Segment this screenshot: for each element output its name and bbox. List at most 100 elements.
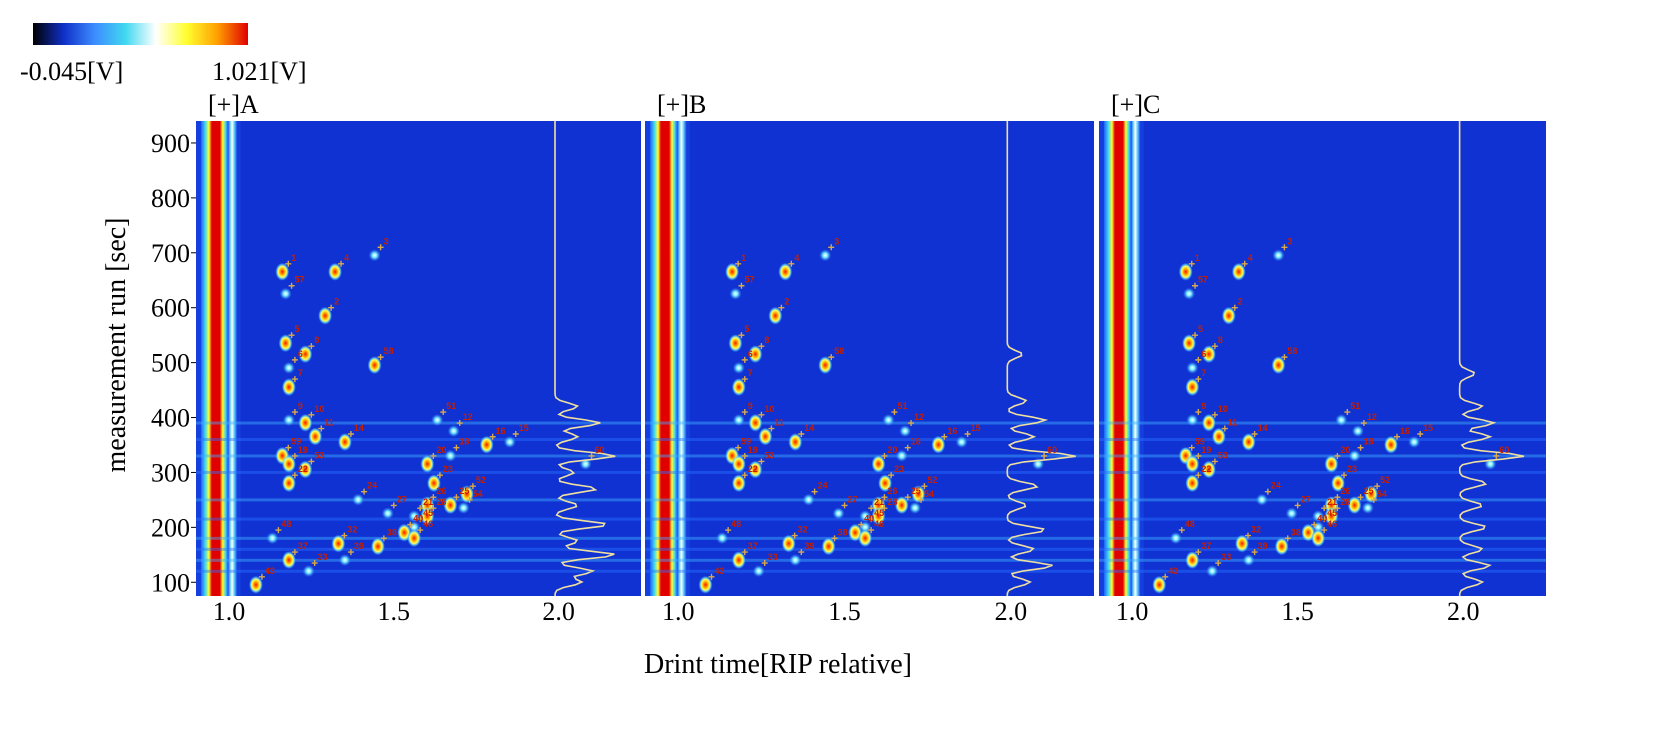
peak-marker bbox=[1195, 452, 1202, 459]
peak-marker bbox=[1334, 505, 1341, 512]
peak-marker bbox=[417, 527, 424, 534]
peak-marker bbox=[868, 516, 875, 523]
peak-label: 53 bbox=[314, 450, 324, 460]
peak-blob bbox=[1364, 485, 1379, 504]
background-streak bbox=[1099, 421, 1546, 425]
peak-marker bbox=[1192, 282, 1199, 289]
peak-label: 51 bbox=[1350, 401, 1360, 411]
background-streak bbox=[645, 498, 1094, 502]
peak-blob bbox=[457, 501, 470, 514]
peak-marker bbox=[964, 431, 971, 438]
x-tick-label: 1.5 bbox=[1281, 597, 1314, 626]
peak-marker bbox=[868, 505, 875, 512]
peak-label: 10 bbox=[764, 404, 774, 414]
peak-label: 60 bbox=[1499, 445, 1509, 455]
peak-label: 37 bbox=[1201, 541, 1211, 551]
peak-marker bbox=[311, 560, 318, 567]
peak-marker bbox=[308, 411, 315, 418]
peak-label: 52 bbox=[1380, 475, 1390, 485]
peak-blob bbox=[789, 554, 802, 567]
peak-label: 32 bbox=[1251, 525, 1261, 535]
peak-marker bbox=[1221, 425, 1228, 432]
x-tick-label: 1.0 bbox=[662, 597, 695, 626]
peak-label: 39 bbox=[804, 541, 814, 551]
peak-marker bbox=[417, 516, 424, 523]
peak-blob bbox=[731, 454, 746, 473]
peak-marker bbox=[1211, 343, 1218, 350]
peak-blob bbox=[281, 454, 296, 473]
y-axis-title: measurement run [sec] bbox=[101, 218, 132, 473]
peak-blob bbox=[788, 433, 803, 452]
background-streak bbox=[196, 470, 641, 474]
x-tick-label: 1.5 bbox=[378, 597, 411, 626]
peak-blob bbox=[1185, 454, 1200, 473]
rip-band bbox=[649, 121, 687, 596]
peak-label: 20 bbox=[436, 445, 446, 455]
peak-blob bbox=[732, 361, 745, 374]
peak-marker bbox=[1188, 260, 1195, 267]
peak-label: 14 bbox=[354, 423, 364, 433]
peak-marker bbox=[285, 444, 292, 451]
peak-blob bbox=[1241, 433, 1256, 452]
peak-marker bbox=[1162, 573, 1169, 580]
peak-label: 27 bbox=[848, 494, 858, 504]
peak-blob bbox=[279, 287, 292, 300]
peak-label: 26 bbox=[1340, 486, 1350, 496]
peak-marker bbox=[469, 483, 476, 490]
peak-blob bbox=[352, 493, 365, 506]
y-tick-label: 100 bbox=[151, 568, 190, 597]
peak-marker bbox=[741, 376, 748, 383]
peak-marker bbox=[1195, 356, 1202, 363]
peak-marker bbox=[291, 452, 298, 459]
peak-marker bbox=[758, 343, 765, 350]
background-streak bbox=[645, 569, 1094, 573]
peak-blob bbox=[1347, 496, 1362, 515]
peak-marker bbox=[430, 452, 437, 459]
peak-label: 27 bbox=[397, 494, 407, 504]
peak-label: 43 bbox=[715, 566, 725, 576]
peak-marker bbox=[738, 332, 745, 339]
peak-blob bbox=[895, 449, 908, 462]
peak-label: 24 bbox=[1271, 481, 1281, 491]
peak-marker bbox=[891, 409, 898, 416]
peak-blob bbox=[248, 575, 263, 594]
rip-band bbox=[1103, 121, 1141, 596]
peak-marker bbox=[761, 560, 768, 567]
peak-marker bbox=[1178, 527, 1185, 534]
peak-label: 24 bbox=[367, 481, 377, 491]
peak-label: 18 bbox=[911, 437, 921, 447]
peak-marker bbox=[291, 549, 298, 556]
peak-blob bbox=[778, 262, 793, 281]
peak-marker bbox=[791, 532, 798, 539]
y-tick-label: 300 bbox=[151, 458, 190, 487]
x-tick-label: 2.0 bbox=[995, 597, 1028, 626]
peak-blob bbox=[431, 414, 444, 427]
peak-marker bbox=[778, 304, 785, 311]
peak-blob bbox=[1348, 449, 1361, 462]
peak-blob bbox=[298, 460, 313, 479]
peak-label: 5 bbox=[295, 324, 300, 334]
peak-blob bbox=[931, 435, 946, 454]
peak-marker bbox=[291, 376, 298, 383]
peak-marker bbox=[1281, 244, 1288, 251]
peak-label: 20 bbox=[1340, 445, 1350, 455]
peak-blob bbox=[858, 529, 873, 548]
color-scale-max-label: 1.021[V] bbox=[212, 57, 307, 86]
background-streak bbox=[1099, 558, 1546, 562]
peak-marker bbox=[741, 409, 748, 416]
peak-label: 1 bbox=[1195, 253, 1200, 263]
peak-marker bbox=[1360, 420, 1367, 427]
peak-marker bbox=[1215, 560, 1222, 567]
peak-label: 45 bbox=[874, 508, 884, 518]
peak-label: 7 bbox=[748, 368, 753, 378]
peak-blob bbox=[420, 454, 435, 473]
background-streak bbox=[1099, 437, 1546, 441]
peak-label: 43 bbox=[265, 566, 275, 576]
peak-marker bbox=[881, 452, 888, 459]
panel-label: [+]A bbox=[208, 90, 259, 119]
peak-blob bbox=[337, 433, 352, 452]
peak-blob bbox=[1408, 436, 1421, 449]
peak-marker bbox=[1264, 488, 1271, 495]
peak-label: 38 bbox=[1291, 527, 1301, 537]
